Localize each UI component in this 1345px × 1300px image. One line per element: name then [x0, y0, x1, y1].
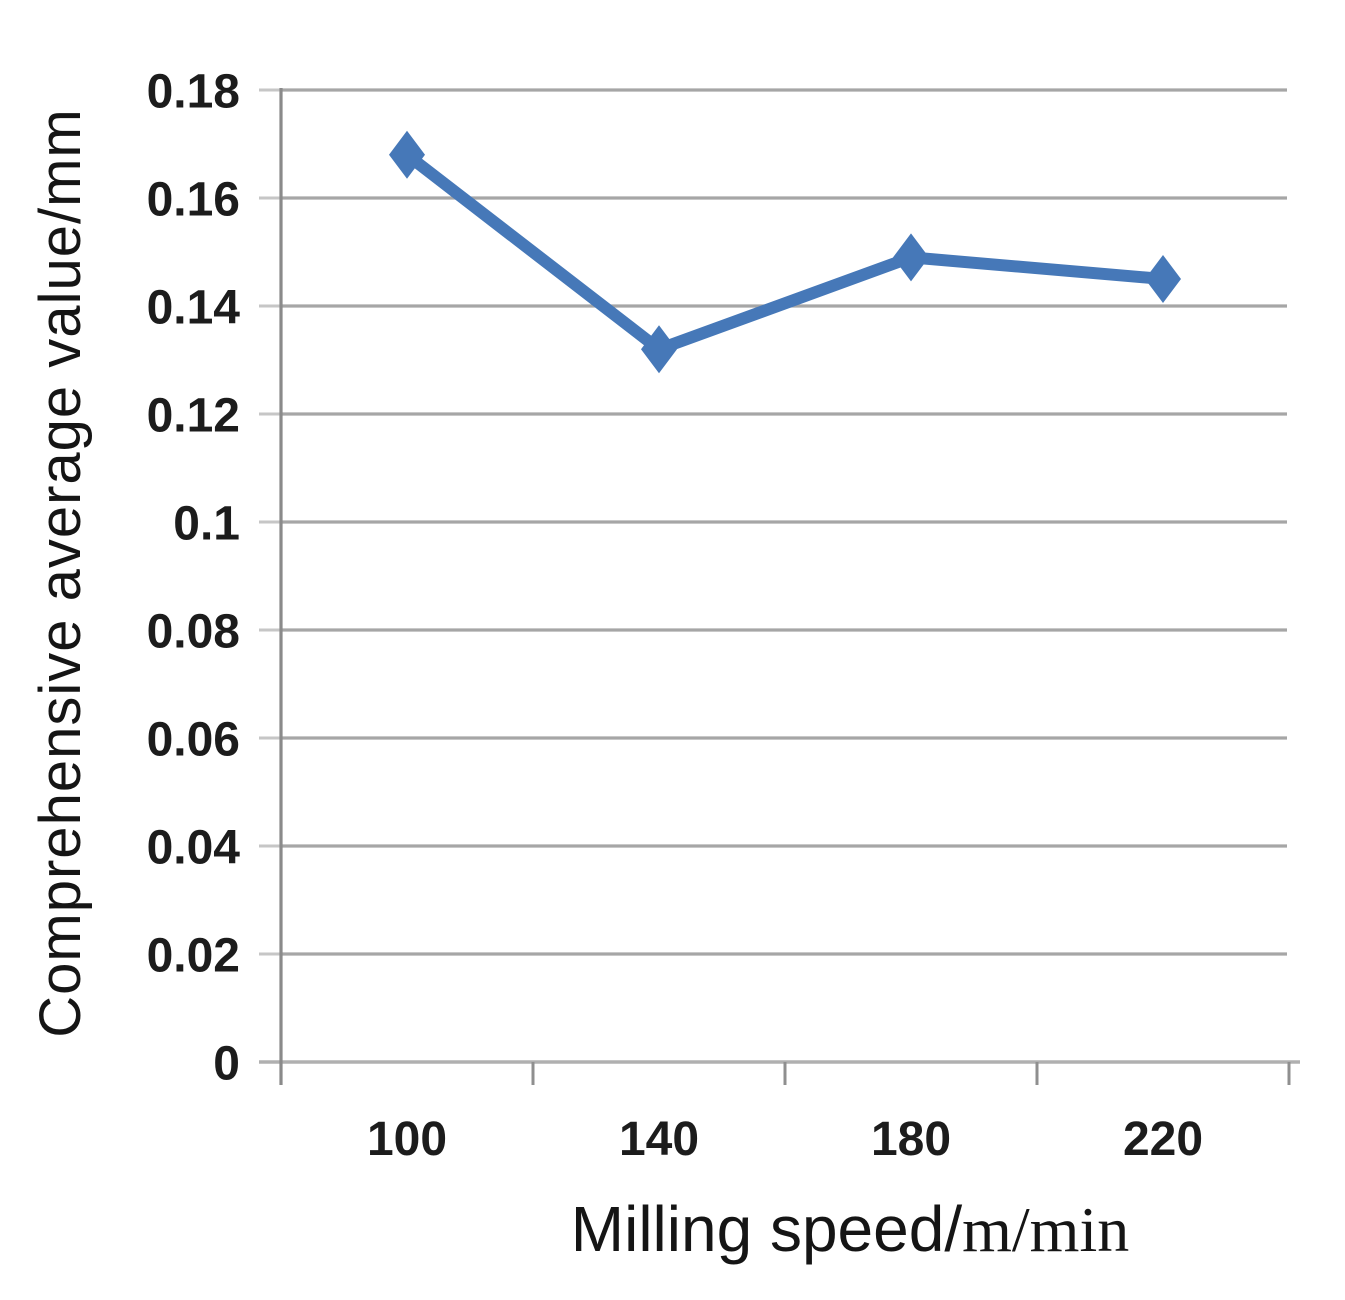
x-tick-label: 100 [367, 1113, 447, 1166]
y-tick-label: 0.04 [147, 821, 241, 874]
y-tick-label: 0 [213, 1037, 240, 1090]
y-tick-label: 0.08 [147, 605, 240, 658]
y-tick-label: 0.14 [147, 281, 241, 334]
y-axis-title: Comprehensive average value/mm [28, 108, 93, 1038]
y-tick-label: 0.16 [147, 173, 240, 226]
x-axis-title-sans: Milling speed/ [570, 1193, 963, 1265]
x-tick-label: 220 [1123, 1113, 1203, 1166]
x-tick-label: 180 [871, 1113, 951, 1166]
y-tick-label: 0.06 [147, 713, 240, 766]
y-tick-label: 0.02 [147, 929, 240, 982]
data-point-marker [1145, 255, 1181, 303]
data-point-marker [389, 130, 425, 179]
y-tick-label: 0.18 [147, 65, 240, 118]
x-axis-title-serif: m/min [962, 1194, 1130, 1265]
x-tick-label: 140 [619, 1113, 699, 1166]
series-line [401, 148, 1169, 356]
data-point-marker [641, 325, 677, 374]
y-tick-label: 0.12 [147, 389, 240, 442]
data-point-marker [893, 233, 929, 282]
x-axis-title: Milling speed/m/min [350, 1192, 1345, 1267]
y-tick-label: 0.1 [173, 497, 240, 550]
